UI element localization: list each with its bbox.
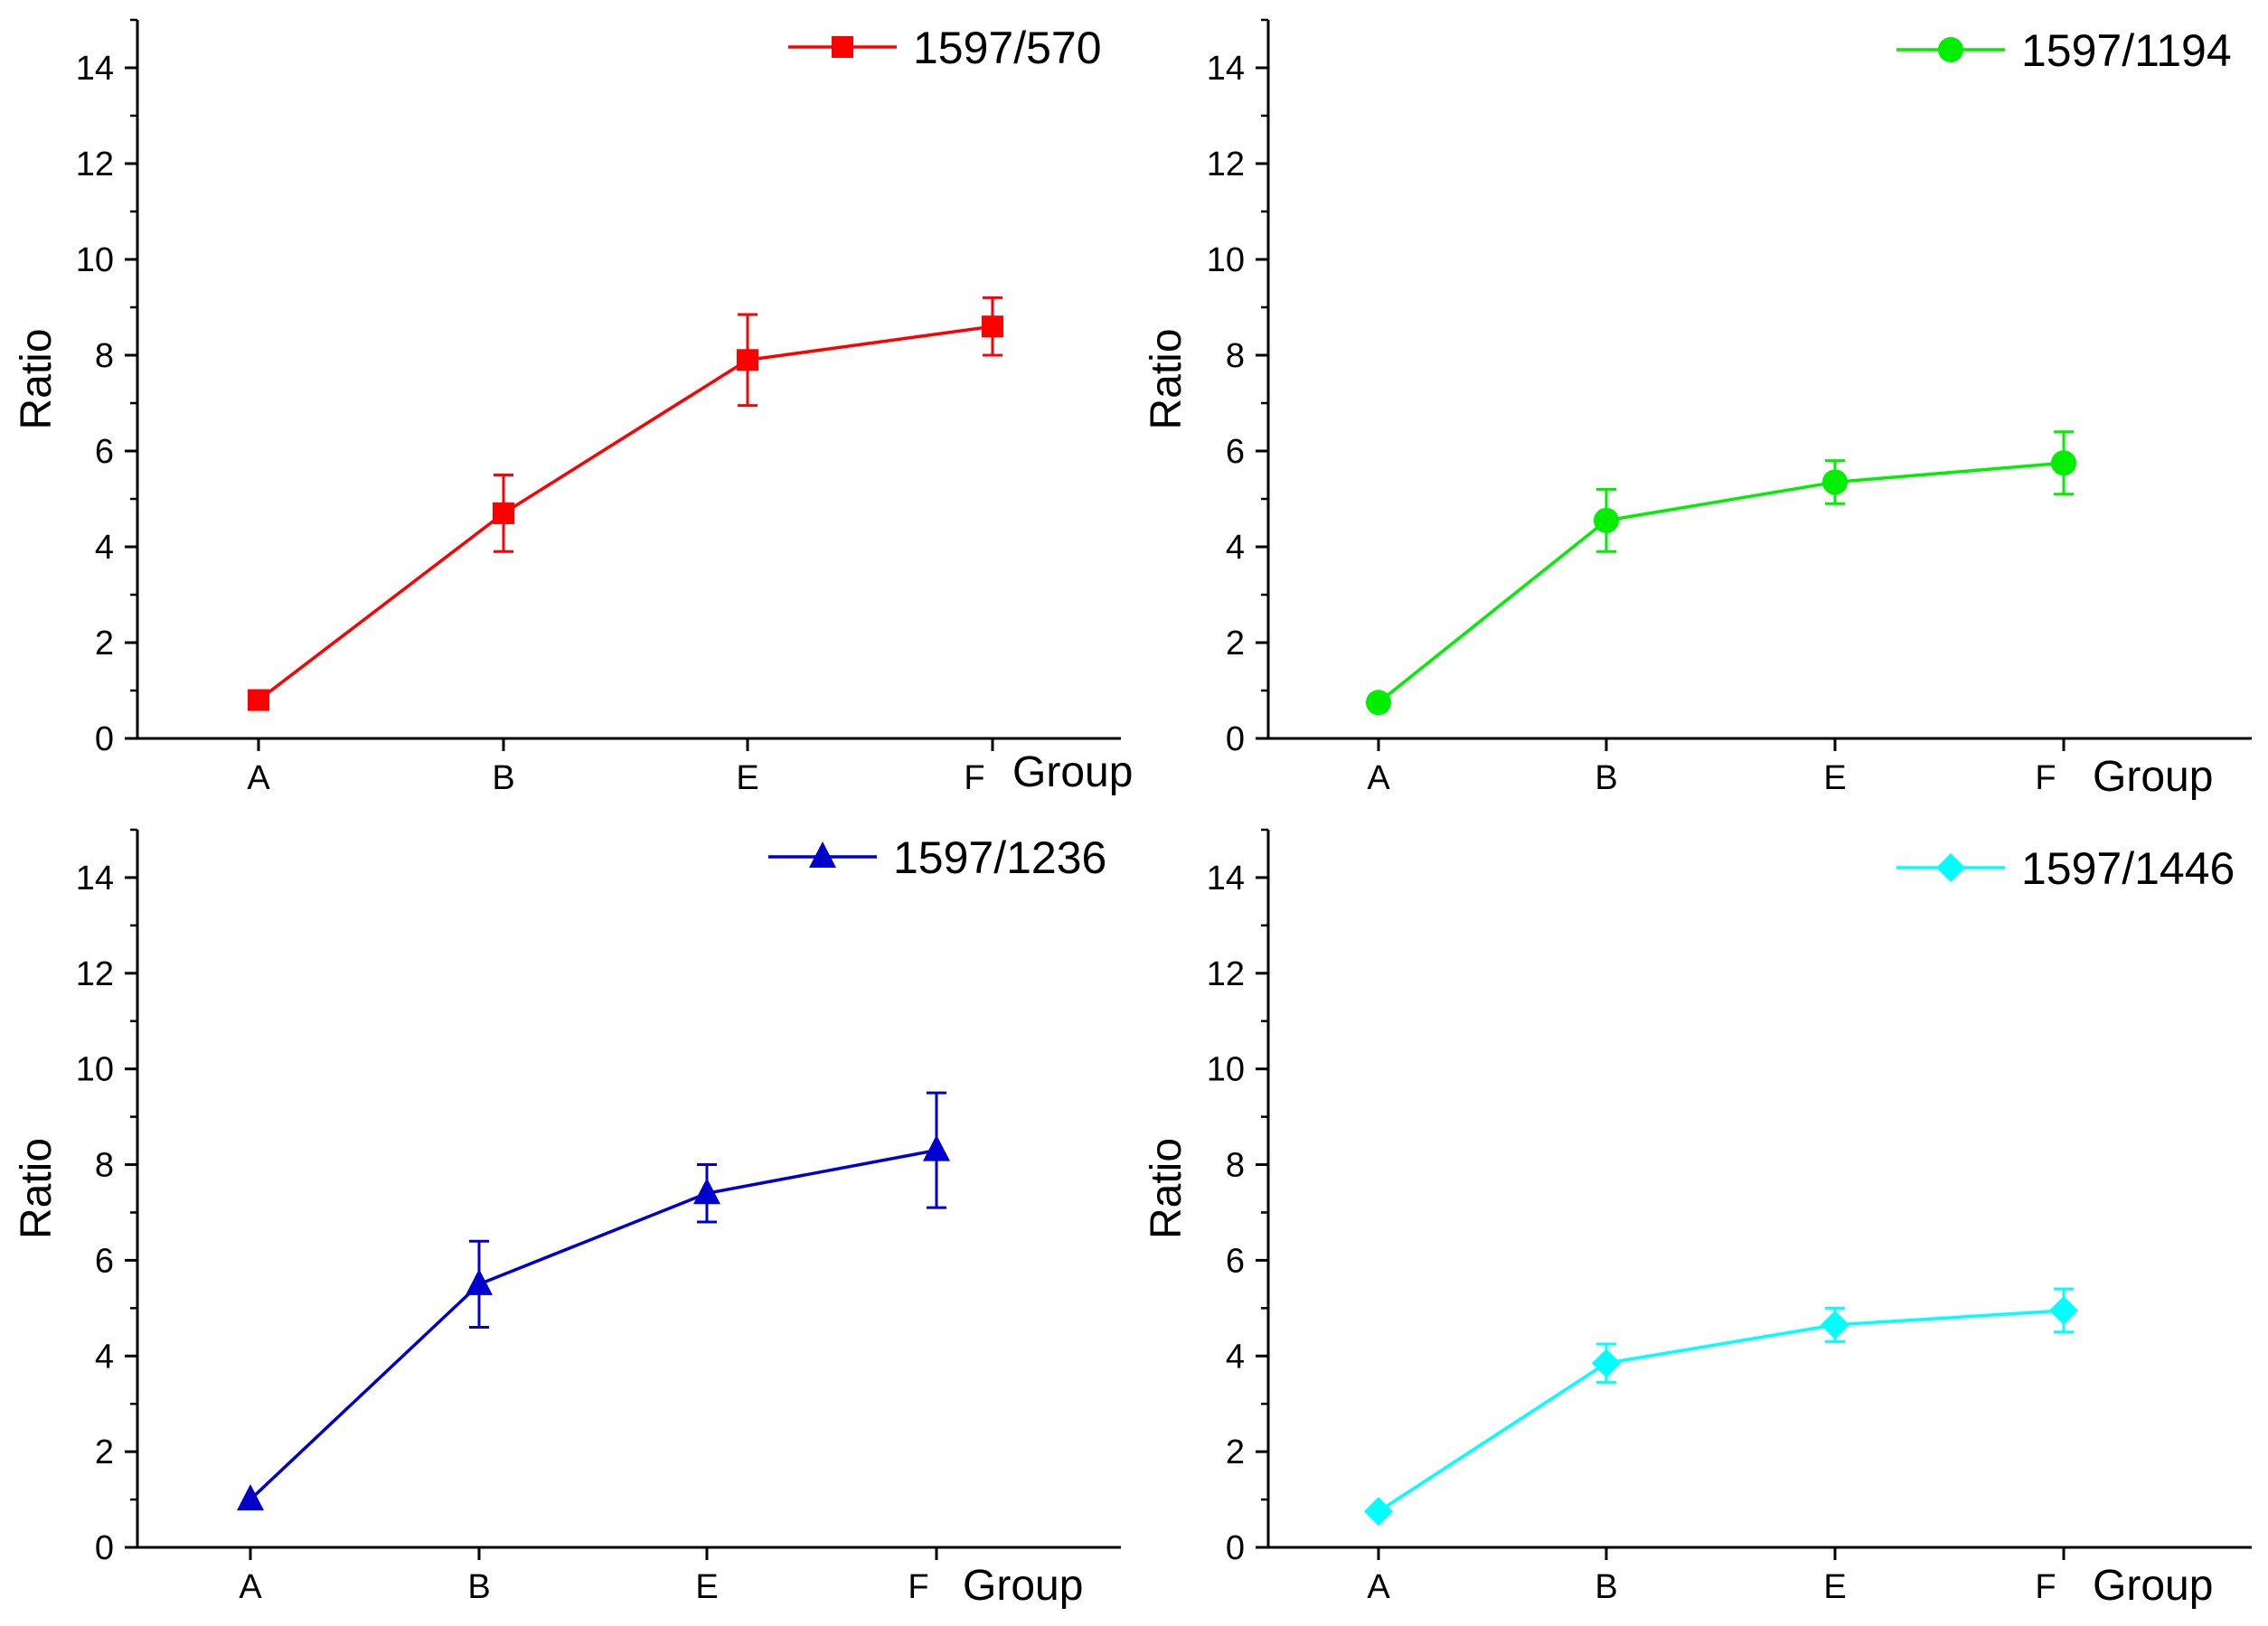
legend-marker — [832, 36, 853, 58]
y-tick-label: 2 — [95, 1433, 114, 1471]
series-line — [1377, 461, 2065, 704]
y-tick-label: 4 — [1226, 529, 1245, 567]
data-point — [1594, 507, 1619, 533]
y-axis-title: Ratio — [1143, 1138, 1190, 1239]
x-tick-label: F — [2035, 1568, 2056, 1606]
data-point — [248, 689, 269, 711]
y-tick-label: 6 — [95, 433, 114, 471]
x-tick-label: B — [1595, 1568, 1617, 1606]
y-tick-label: 2 — [95, 625, 114, 663]
x-tick-label: F — [964, 759, 984, 797]
y-tick-label: 8 — [95, 1147, 114, 1185]
y-axis-title: Ratio — [13, 328, 61, 429]
legend: 1597/1446 — [1896, 843, 2235, 894]
data-point — [1821, 1310, 1849, 1339]
y-axis-title: Ratio — [13, 1138, 61, 1239]
x-tick-label: A — [239, 1568, 262, 1606]
legend-label: 1597/570 — [913, 23, 1102, 73]
x-tick-label: F — [908, 1568, 928, 1606]
y-tick-label: 14 — [76, 50, 114, 88]
legend-label: 1597/1236 — [893, 832, 1106, 883]
legend-label: 1597/1194 — [2021, 25, 2232, 76]
y-tick-label: 12 — [76, 146, 114, 183]
y-tick-label: 8 — [1226, 1147, 1245, 1185]
y-tick-label: 6 — [1226, 1242, 1245, 1280]
x-tick-label: B — [1595, 759, 1617, 797]
y-tick-label: 14 — [1207, 50, 1245, 88]
x-axis-title: Group — [963, 1562, 1083, 1610]
x-tick-label: E — [1823, 759, 1846, 797]
y-tick-label: 6 — [95, 1242, 114, 1280]
x-tick-label: B — [492, 759, 514, 797]
legend: 1597/570 — [788, 23, 1102, 73]
data-point — [693, 1178, 720, 1205]
x-tick-label: B — [467, 1568, 490, 1606]
y-tick-label: 4 — [1226, 1338, 1245, 1376]
data-point — [237, 1484, 264, 1511]
series-line — [249, 1148, 937, 1501]
legend-marker — [809, 841, 836, 868]
y-tick-label: 6 — [1226, 433, 1245, 471]
y-tick-label: 4 — [95, 529, 114, 567]
y-tick-label: 0 — [95, 720, 114, 758]
y-tick-label: 12 — [1207, 955, 1245, 993]
x-tick-label: A — [1367, 759, 1390, 797]
data-point — [923, 1134, 950, 1161]
legend: 1597/1194 — [1896, 25, 2232, 76]
y-tick-label: 2 — [1226, 625, 1245, 663]
y-tick-label: 12 — [1207, 146, 1245, 183]
x-tick-label: A — [1367, 1568, 1390, 1606]
x-tick-label: E — [736, 759, 758, 797]
data-point — [493, 502, 514, 524]
y-tick-label: 8 — [95, 337, 114, 375]
y-tick-label: 0 — [95, 1529, 114, 1567]
data-point — [737, 349, 758, 371]
chart-panel-2: 0 2 4 6 8 10 12 14 A B E F Ratio Group 1597/1194 — [1143, 18, 2252, 801]
y-axis-title: Ratio — [1143, 328, 1190, 429]
data-point — [1364, 1497, 1393, 1527]
series-line — [1378, 1309, 2065, 1513]
x-axis-title: Group — [2093, 1562, 2213, 1610]
chart-panel-1: 0 2 4 6 8 10 12 14 A B E F Ratio Group 1597/570 — [13, 18, 1133, 797]
data-point — [2051, 450, 2076, 476]
x-axis-title: Group — [2093, 753, 2213, 801]
series-line — [257, 324, 993, 701]
y-tick-label: 0 — [1226, 1529, 1245, 1567]
data-point — [1366, 690, 1391, 716]
legend-label: 1597/1446 — [2021, 843, 2235, 894]
legend-marker — [1936, 853, 1965, 882]
data-point — [2049, 1295, 2078, 1325]
x-tick-label: E — [695, 1568, 718, 1606]
chart-panel-4: 0 2 4 6 8 10 12 14 A B E F Ratio Group 1597/1446 — [1143, 828, 2252, 1610]
x-tick-label: A — [247, 759, 270, 797]
y-tick-label: 8 — [1226, 337, 1245, 375]
chart-panel-3: 0 2 4 6 8 10 12 14 A B E F Ratio Group 1597/1236 — [13, 828, 1121, 1610]
data-point — [466, 1268, 493, 1295]
x-tick-label: E — [1823, 1568, 1846, 1606]
legend-marker — [1938, 37, 1963, 62]
data-point — [982, 315, 1003, 338]
y-tick-label: 0 — [1226, 720, 1245, 758]
y-tick-label: 14 — [76, 860, 114, 898]
y-tick-label: 10 — [76, 1051, 114, 1089]
y-tick-label: 10 — [76, 241, 114, 279]
y-tick-label: 12 — [76, 955, 114, 993]
x-tick-label: F — [2035, 759, 2056, 797]
x-axis-title: Group — [1012, 748, 1133, 796]
y-tick-label: 2 — [1226, 1433, 1245, 1471]
y-tick-label: 10 — [1207, 1051, 1245, 1089]
data-point — [1592, 1349, 1621, 1378]
legend: 1597/1236 — [768, 832, 1106, 883]
data-point — [1822, 469, 1848, 495]
y-tick-label: 14 — [1207, 860, 1245, 898]
y-tick-label: 10 — [1207, 241, 1245, 279]
y-tick-label: 4 — [95, 1338, 114, 1376]
